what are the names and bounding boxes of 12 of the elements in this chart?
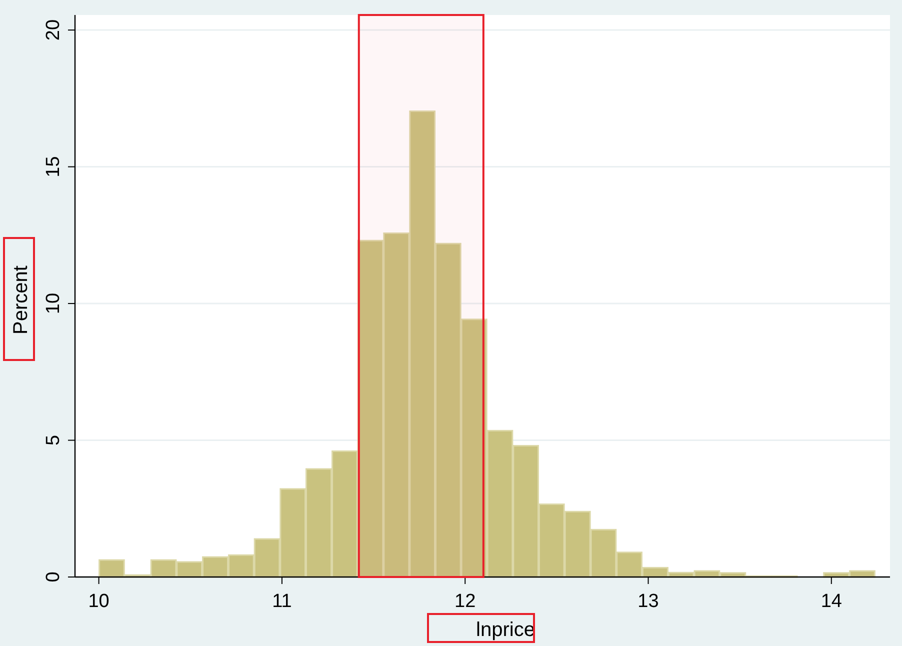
y-tick-label: 20 bbox=[43, 19, 64, 41]
x-tick-label: 12 bbox=[454, 591, 476, 612]
y-tick-label: 10 bbox=[43, 292, 64, 314]
x-axis-title: lnprice bbox=[476, 619, 535, 641]
x-tick-label: 11 bbox=[272, 591, 292, 612]
y-axis-title: Percent bbox=[10, 265, 32, 334]
x-tick-label: 10 bbox=[88, 591, 110, 612]
y-tick-label: 5 bbox=[43, 434, 64, 446]
y-tick-label: 0 bbox=[43, 572, 64, 582]
x-tick-label: 13 bbox=[638, 591, 659, 612]
x-tick-label: 14 bbox=[820, 591, 842, 612]
y-tick-label: 15 bbox=[43, 156, 64, 178]
